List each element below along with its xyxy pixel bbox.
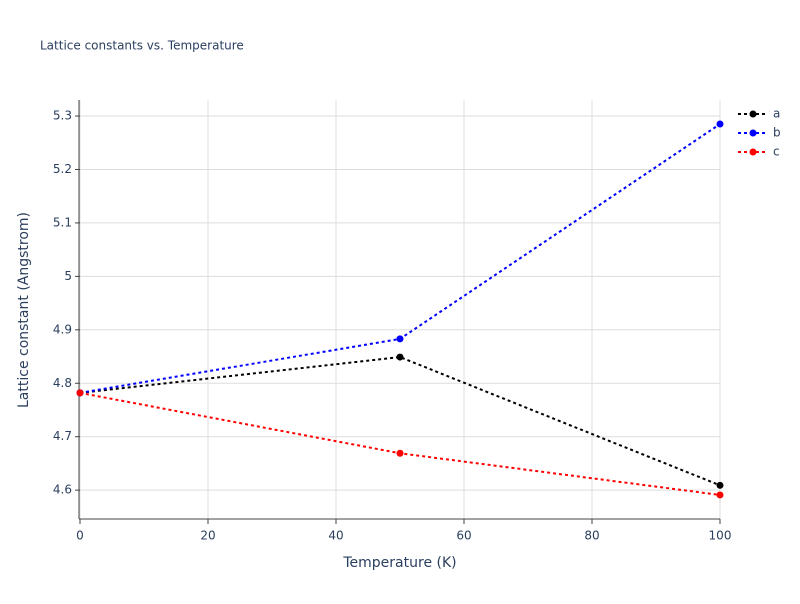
y-tick-label: 4.6 — [53, 483, 72, 497]
data-point — [76, 389, 84, 397]
data-point — [716, 481, 724, 489]
y-axis-title: Lattice constant (Angstrom) — [16, 212, 32, 408]
data-point — [716, 120, 724, 128]
y-tick-label: 5 — [64, 269, 72, 283]
data-point — [396, 335, 404, 343]
legend-label: a — [773, 107, 780, 121]
legend-marker — [749, 148, 757, 156]
x-tick-label: 40 — [328, 529, 343, 543]
x-tick-label: 60 — [456, 529, 471, 543]
y-tick-label: 5.2 — [53, 162, 72, 176]
x-tick-label: 20 — [200, 529, 215, 543]
y-tick-label: 4.7 — [53, 429, 72, 443]
y-tick-label: 4.9 — [53, 322, 72, 336]
series-line — [79, 123, 721, 394]
legend-marker — [749, 110, 757, 118]
data-point — [716, 491, 724, 499]
y-tick-label: 5.3 — [53, 109, 72, 123]
x-tick-label: 100 — [709, 529, 732, 543]
y-tick-label: 5.1 — [53, 215, 72, 229]
legend-label: c — [773, 145, 780, 159]
data-point — [396, 353, 404, 361]
x-tick-label: 0 — [76, 529, 84, 543]
x-axis-title: Temperature (K) — [342, 555, 456, 571]
series-line — [79, 391, 721, 496]
chart-title: Lattice constants vs. Temperature — [40, 39, 244, 53]
y-tick-label: 4.8 — [53, 376, 72, 390]
legend-label: b — [773, 126, 781, 140]
data-point — [396, 449, 404, 457]
x-tick-label: 80 — [584, 529, 599, 543]
legend-marker — [749, 129, 757, 137]
